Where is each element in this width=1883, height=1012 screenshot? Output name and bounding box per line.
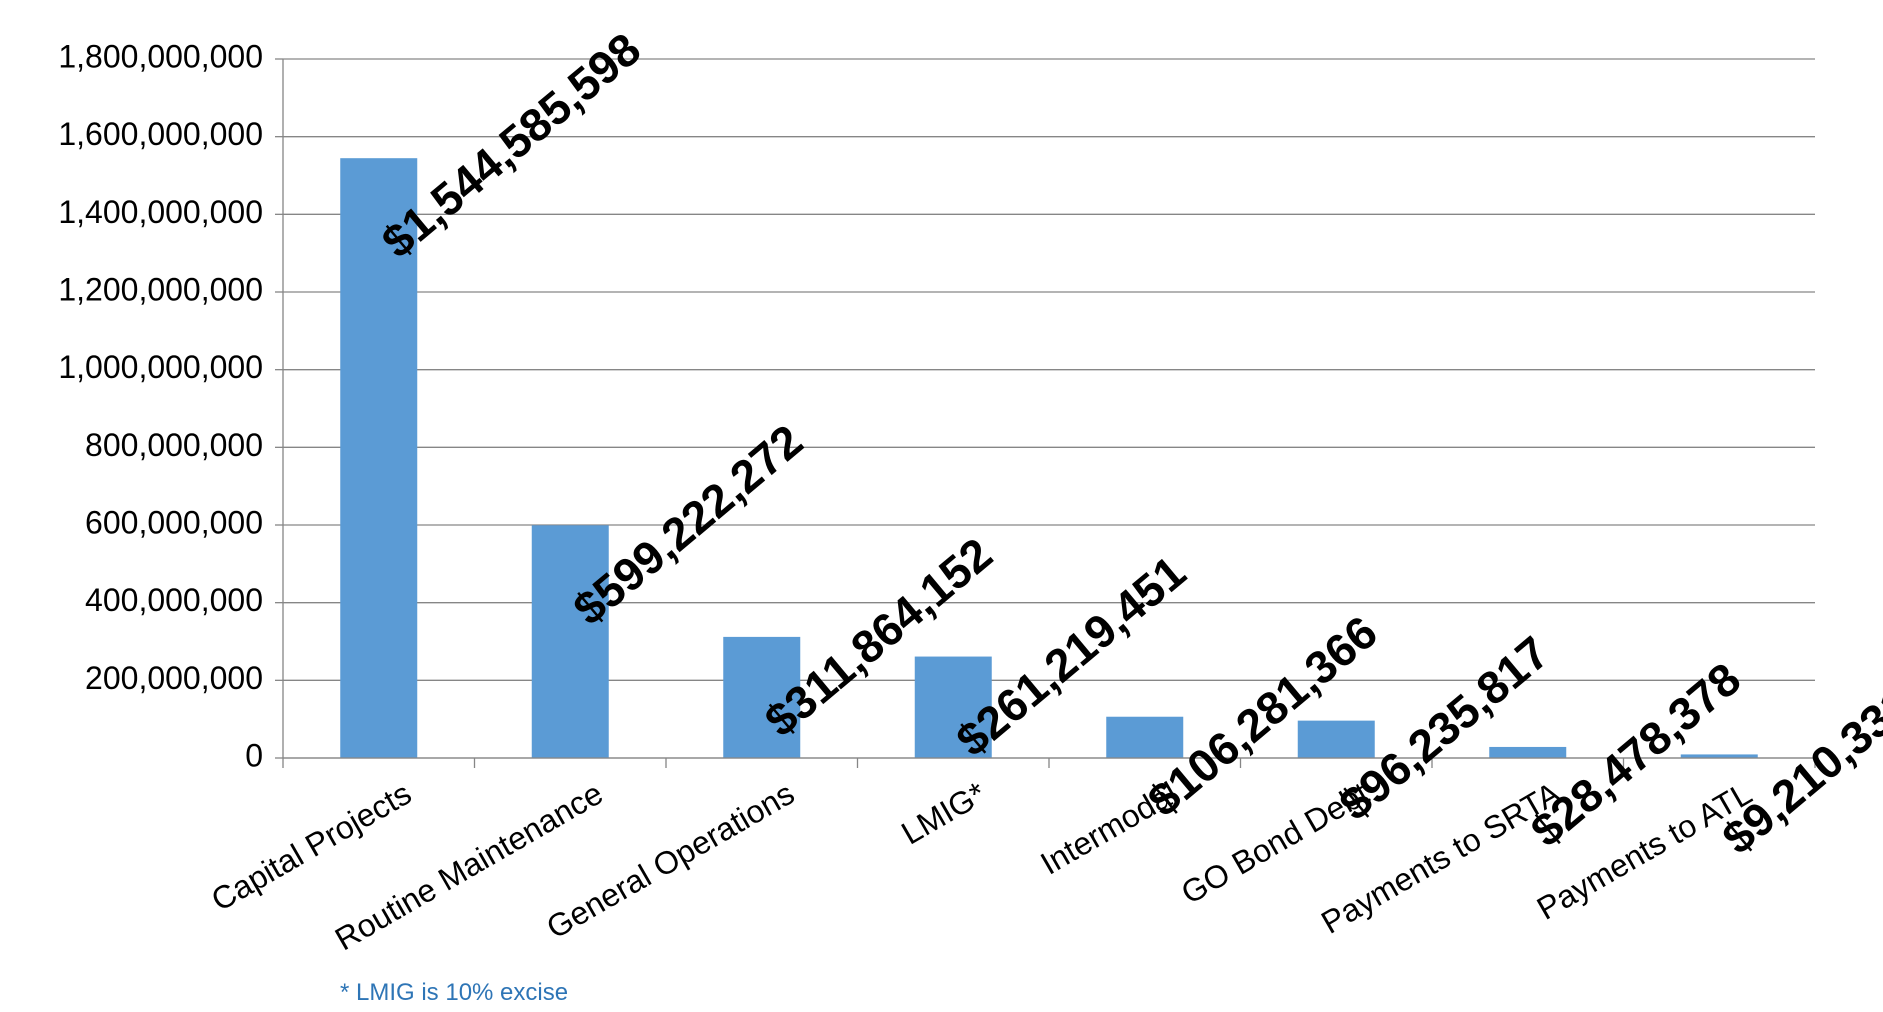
y-tick-label: 1,200,000,000 — [58, 271, 263, 307]
y-tick-label: 1,600,000,000 — [58, 116, 263, 152]
bar-capital-projects — [340, 158, 418, 759]
y-tick-label: 600,000,000 — [85, 504, 263, 540]
footnote: * LMIG is 10% excise — [340, 979, 569, 1006]
y-tick-label: 0 — [245, 737, 263, 773]
bar-intermodal — [1106, 716, 1184, 758]
bar-payments-to-srta — [1489, 746, 1567, 758]
axes — [275, 58, 1816, 768]
bar-routine-maintenance — [531, 525, 609, 758]
bar-go-bond-debt — [1297, 720, 1375, 758]
y-tick-label: 1,800,000,000 — [58, 38, 263, 74]
y-tick-label: 200,000,000 — [85, 660, 263, 696]
bar-general-operations — [723, 636, 801, 758]
y-tick-label: 1,400,000,000 — [58, 194, 263, 230]
y-axis-tick-labels: 0 200,000,000 400,000,000 600,000,000 800,00… — [58, 38, 263, 773]
bars — [340, 158, 1758, 759]
data-label: $9,210,331 — [1712, 676, 1883, 864]
bar-payments-to-atl — [1680, 754, 1758, 758]
x-category-label: LMIG* — [895, 775, 992, 852]
y-tick-label: 400,000,000 — [85, 582, 263, 618]
y-tick-label: 1,000,000,000 — [58, 349, 263, 385]
y-tick-label: 800,000,000 — [85, 427, 263, 463]
bar-lmig — [914, 656, 992, 758]
